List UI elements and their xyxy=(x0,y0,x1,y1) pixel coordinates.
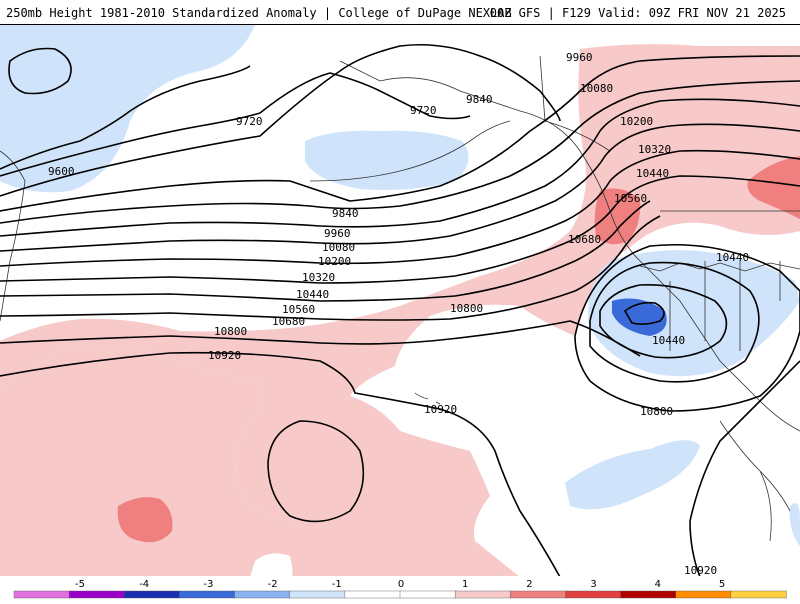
legend-swatch xyxy=(621,591,677,598)
contour-label: 10320 xyxy=(302,271,335,284)
anomaly-map: 9600 9720 9720 9840 9840 9960 9960 10080… xyxy=(0,24,800,577)
contour-label: 9960 xyxy=(566,51,593,64)
contour-label: 10920 xyxy=(208,349,241,362)
legend-swatch xyxy=(455,591,511,598)
legend-tick-label: -5 xyxy=(75,579,85,590)
contour-label: 9840 xyxy=(466,93,493,106)
negative-anomaly-area xyxy=(565,440,700,509)
legend-swatch xyxy=(179,591,235,598)
legend-tick-labels: -5 -4 -3 -2 -1 0 1 2 3 4 5 xyxy=(75,579,725,590)
contour-label: 10680 xyxy=(272,315,305,328)
legend-swatch xyxy=(565,591,621,598)
legend-tick-label: 4 xyxy=(655,579,661,590)
coastline xyxy=(720,421,790,541)
contour-label: 10440 xyxy=(296,288,329,301)
legend-swatch xyxy=(400,591,456,598)
legend-tick-label: 3 xyxy=(590,579,596,590)
model-run-info: 00Z GFS | F129 Valid: 09Z FRI NOV 21 202… xyxy=(490,6,786,20)
legend-swatch xyxy=(69,591,125,598)
contour-label: 10440 xyxy=(636,167,669,180)
legend-tick-label: 2 xyxy=(526,579,532,590)
contour-label: 10200 xyxy=(318,255,351,268)
contour-label: 10200 xyxy=(620,115,653,128)
contour-label: 10680 xyxy=(568,233,601,246)
contour-label: 9720 xyxy=(410,104,437,117)
contour-label: 9960 xyxy=(324,227,351,240)
legend-swatch xyxy=(235,591,291,598)
legend-swatch xyxy=(290,591,346,598)
map-header: 250mb Height 1981-2010 Standardized Anom… xyxy=(0,0,800,24)
legend-tick-label: 1 xyxy=(462,579,468,590)
legend-swatch xyxy=(345,591,401,598)
contour-label: 9600 xyxy=(48,165,75,178)
legend-swatch xyxy=(14,591,70,598)
negative-anomaly-area xyxy=(790,503,800,546)
color-scale-legend: -5 -4 -3 -2 -1 0 1 2 3 4 5 xyxy=(0,576,800,600)
negative-anomaly-area xyxy=(305,131,469,190)
contour-label: 10920 xyxy=(424,403,457,416)
legend-tick-label: -4 xyxy=(139,579,149,590)
negative-anomaly-area xyxy=(0,25,255,192)
map-canvas: 9600 9720 9720 9840 9840 9960 9960 10080… xyxy=(0,25,800,577)
legend-swatch xyxy=(510,591,566,598)
legend-tick-label: -3 xyxy=(203,579,213,590)
contour-label: 10440 xyxy=(716,251,749,264)
legend-tick-label: 0 xyxy=(398,579,404,590)
legend-tick-label: 5 xyxy=(719,579,725,590)
legend-swatch xyxy=(124,591,180,598)
contour-label: 10080 xyxy=(580,82,613,95)
legend-swatch xyxy=(676,591,732,598)
contour-label: 10320 xyxy=(638,143,671,156)
contour-label: 9720 xyxy=(236,115,263,128)
contour-label: 10800 xyxy=(214,325,247,338)
contour-label: 10800 xyxy=(640,405,673,418)
contour-label: 10800 xyxy=(450,302,483,315)
legend-tick-label: -1 xyxy=(332,579,342,590)
contour-label: 9840 xyxy=(332,207,359,220)
contour-label: 10080 xyxy=(322,241,355,254)
legend-canvas: -5 -4 -3 -2 -1 0 1 2 3 4 5 xyxy=(0,576,800,600)
map-title: 250mb Height 1981-2010 Standardized Anom… xyxy=(6,6,512,20)
contour-label: 10560 xyxy=(614,192,647,205)
legend-color-bar xyxy=(14,591,787,598)
contour-10920-east xyxy=(690,361,800,577)
legend-swatch xyxy=(731,591,787,598)
legend-tick-label: -2 xyxy=(268,579,278,590)
contour-label: 10440 xyxy=(652,334,685,347)
